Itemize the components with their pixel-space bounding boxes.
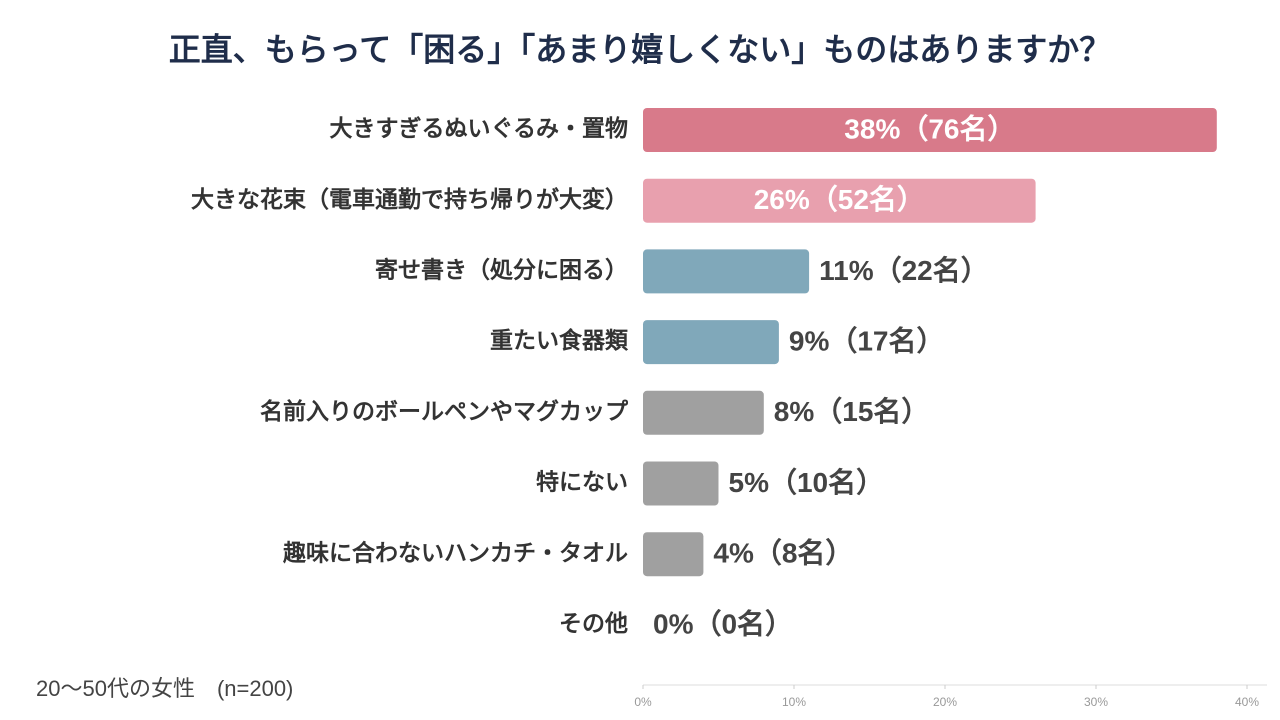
x-tick-label: 40% [1235,695,1259,709]
category-label: 名前入りのボールペンやマグカップ [260,398,629,424]
footnote: 20〜50代の女性 (n=200) [36,676,293,701]
category-label: その他 [559,610,628,636]
value-label: 4%（8名） [713,537,853,569]
category-label: 寄せ書き（処分に困る） [375,256,628,282]
value-label: 26%（52名） [754,183,925,215]
x-tick-label: 10% [782,695,806,709]
x-tick-label: 30% [1084,695,1108,709]
bar [643,320,779,365]
value-label: 0%（0名） [653,607,793,639]
bar [643,461,719,506]
category-label: 重たい食器類 [490,327,629,353]
chart-title: 正直、もらって「困る」「あまり嬉しくない」ものはありますか？ [169,31,1111,67]
category-label: 大きな花束（電車通勤で持ち帰りが大変） [191,186,628,212]
bar [643,390,764,435]
value-label: 38%（76名） [844,112,1015,144]
x-tick-label: 20% [933,695,957,709]
bar [643,249,810,294]
x-tick-label: 0% [634,695,652,709]
bar [643,532,704,577]
value-label: 11%（22名） [819,254,989,286]
category-label: 趣味に合わないハンカチ・タオル [282,539,628,565]
bar [643,178,1036,223]
bar [643,108,1217,152]
value-label: 9%（17名） [789,324,945,356]
value-label: 8%（15名） [774,395,930,427]
value-label: 5%（10名） [729,466,885,498]
category-label: 大きすぎるぬいぐるみ・置物 [329,115,628,141]
category-label: 特にない [536,469,628,495]
